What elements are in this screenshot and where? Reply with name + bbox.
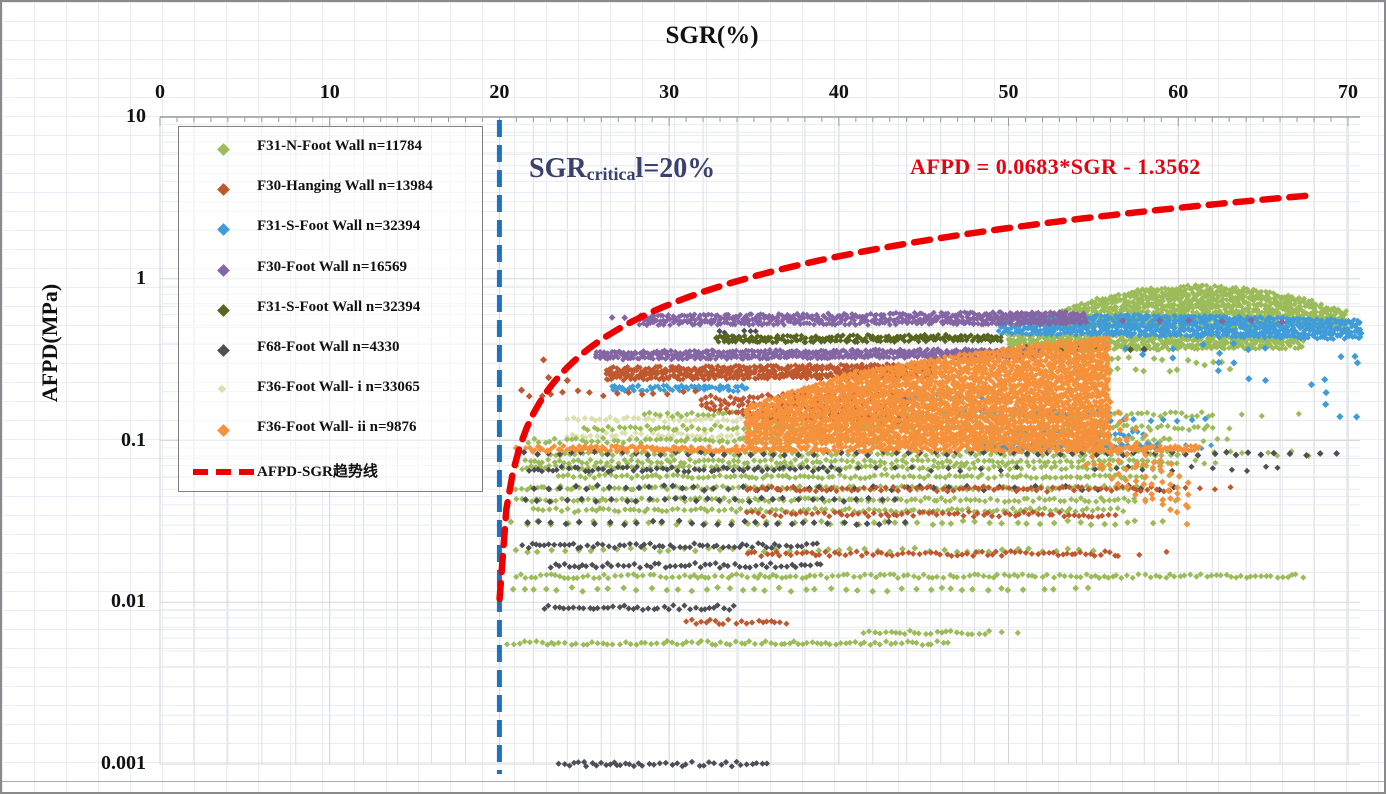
legend-marker-diamond-icon — [217, 263, 230, 277]
legend-marker-diamond-icon — [217, 424, 230, 438]
scatter-series — [512, 335, 1203, 528]
legend-item-1[interactable]: F30-Hanging Wall n=13984 — [179, 175, 482, 205]
x-axis-title: SGR(%) — [665, 22, 759, 49]
legend-label: F36-Foot Wall- i n=33065 — [257, 379, 420, 396]
legend-item-6[interactable]: F36-Foot Wall- i n=33065 — [179, 376, 482, 406]
legend[interactable]: F31-N-Foot Wall n=11784 F30-Hanging Wall … — [178, 126, 483, 492]
trend-line — [496, 192, 1311, 603]
legend-label: AFPD-SGR趋势线 — [257, 463, 378, 480]
annotation-trend-equation: AFPD = 0.0683*SGR - 1.3562 — [910, 154, 1201, 179]
annotation-sgr-critical-prefix: SGR — [529, 153, 587, 184]
y-tick-label-1: 1 — [136, 266, 146, 289]
annotation-sgr-critical-sub: critica — [586, 164, 636, 184]
legend-marker-diamond-icon — [217, 183, 230, 197]
x-tick-label-20: 20 — [489, 81, 510, 103]
legend-label: F31-N-Foot Wall n=11784 — [257, 138, 422, 154]
x-tick-label-70: 70 — [1337, 81, 1358, 103]
legend-item-0[interactable]: F31-N-Foot Wall n=11784 — [179, 135, 482, 165]
x-tick-label-30: 30 — [659, 81, 680, 103]
legend-label: F31-S-Foot Wall n=32394 — [257, 218, 421, 235]
legend-item-5[interactable]: F68-Foot Wall n=4330 — [179, 336, 482, 366]
legend-marker-diamond-icon — [217, 344, 230, 357]
legend-trend-dash-icon — [193, 468, 259, 475]
legend-item-4[interactable]: F31-S-Foot Wall n=32394 — [179, 296, 482, 326]
annotation-sgr-critical-suffix: l=20% — [635, 153, 716, 184]
legend-item-8[interactable]: AFPD-SGR趋势线 — [179, 457, 482, 487]
y-tick-label-0.1: 0.1 — [121, 428, 146, 451]
legend-item-2[interactable]: F31-S-Foot Wall n=32394 — [179, 215, 482, 245]
legend-label: F68-Foot Wall n=4330 — [257, 339, 400, 355]
legend-marker-diamond-icon — [217, 384, 227, 394]
chart-frame-bottom-border — [2, 781, 1384, 782]
x-tick-label-60: 60 — [1168, 81, 1189, 103]
legend-item-7[interactable]: F36-Foot Wall- ii n=9876 — [179, 416, 482, 446]
y-tick-label-10: 10 — [126, 105, 146, 127]
legend-label: F30-Hanging Wall n=13984 — [257, 178, 433, 195]
x-tick-label-50: 50 — [998, 81, 1019, 103]
legend-marker-diamond-icon — [217, 303, 230, 317]
y-tick-label-0.01: 0.01 — [111, 590, 146, 613]
legend-label: F36-Foot Wall- ii n=9876 — [257, 419, 417, 436]
legend-label: F31-S-Foot Wall n=32394 — [257, 298, 421, 315]
annotation-sgr-critical: SGRcritical=20% — [529, 153, 715, 185]
scatter-series — [592, 308, 1286, 363]
legend-marker-diamond-icon — [217, 143, 230, 156]
legend-item-3[interactable]: F30-Foot Wall n=16569 — [179, 256, 482, 286]
x-tick-label-0: 0 — [155, 81, 165, 103]
legend-marker-diamond-icon — [217, 223, 230, 237]
x-tick-label-40: 40 — [828, 81, 849, 103]
y-tick-label-0.001: 0.001 — [101, 752, 146, 774]
legend-label: F30-Foot Wall n=16569 — [257, 258, 407, 275]
x-tick-label-10: 10 — [319, 81, 340, 103]
